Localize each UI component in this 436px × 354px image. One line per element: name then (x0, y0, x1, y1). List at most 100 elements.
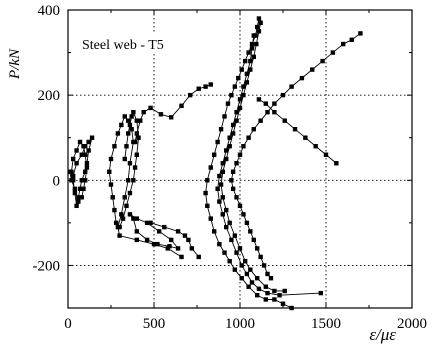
data-point (227, 258, 232, 264)
data-series (256, 97, 339, 166)
data-point (244, 271, 250, 277)
data-point (227, 220, 232, 226)
data-point (292, 127, 298, 132)
data-point (242, 258, 248, 264)
data-point (131, 109, 136, 115)
data-point (256, 29, 262, 34)
data-point (254, 41, 259, 47)
data-point (134, 237, 139, 243)
data-point (289, 84, 294, 89)
data-point (265, 109, 270, 115)
data-point (255, 246, 260, 251)
data-point (134, 118, 139, 123)
data-point (205, 178, 210, 183)
data-point (81, 144, 86, 149)
data-point (237, 105, 243, 111)
tick-label-layer: 0 500 1000 1500 2000 -200 0 200 400 (33, 3, 428, 332)
data-point (119, 212, 124, 217)
data-point (268, 276, 274, 281)
data-point (120, 216, 126, 221)
data-point (272, 288, 277, 294)
data-point (141, 109, 146, 115)
data-point (248, 67, 253, 72)
data-point (218, 127, 224, 132)
data-point (249, 280, 255, 285)
annotation-background (78, 34, 184, 54)
data-point (248, 229, 253, 234)
data-point (122, 114, 127, 119)
data-point (108, 182, 114, 187)
data-point (224, 156, 229, 162)
data-point (248, 58, 253, 64)
data-series (132, 82, 213, 145)
data-point (256, 16, 262, 21)
data-point (131, 216, 136, 221)
annotation-box: Steel web - T5 (78, 34, 184, 54)
data-point (175, 229, 181, 234)
data-point (239, 276, 244, 281)
data-point (115, 224, 121, 230)
data-point (212, 229, 217, 234)
data-point (303, 135, 308, 140)
data-point (229, 237, 234, 243)
data-point (241, 84, 246, 89)
data-point (244, 71, 250, 77)
data-point (144, 220, 150, 226)
data-point (212, 152, 217, 157)
data-point (263, 284, 268, 289)
data-point (156, 229, 162, 234)
data-point (258, 254, 263, 260)
data-point (244, 80, 250, 85)
data-point (124, 144, 129, 149)
data-point (186, 237, 191, 243)
data-point (129, 114, 134, 119)
data-point (175, 246, 181, 251)
data-point (234, 109, 239, 115)
data-point (126, 131, 131, 136)
data-series (215, 33, 324, 298)
data-point (246, 135, 251, 140)
data-point (237, 203, 243, 209)
data-point (182, 233, 188, 238)
data-point (263, 297, 268, 302)
data-point (217, 241, 222, 247)
x-tick-label: 1500 (311, 316, 341, 332)
data-point (272, 109, 277, 115)
data-point (167, 244, 172, 249)
data-point (282, 288, 287, 294)
data-point (110, 195, 115, 200)
data-point (280, 301, 286, 306)
data-point (251, 54, 256, 60)
data-point (229, 92, 234, 98)
data-point (119, 122, 124, 128)
data-point (218, 182, 224, 187)
data-point (255, 293, 260, 298)
data-point (249, 41, 255, 47)
data-point (127, 212, 133, 217)
data-point (77, 186, 83, 191)
data-point (134, 229, 139, 234)
data-point (242, 58, 248, 64)
data-point (196, 254, 201, 260)
data-point (246, 284, 251, 289)
data-point (217, 199, 222, 204)
data-point (256, 97, 262, 102)
data-point (132, 165, 138, 170)
data-point (310, 67, 315, 72)
data-point (239, 67, 244, 72)
data-point (255, 24, 260, 30)
data-point (124, 203, 129, 209)
data-series (218, 20, 287, 294)
data-point (83, 152, 88, 157)
data-point (208, 216, 213, 221)
data-point (162, 224, 167, 230)
data-point (230, 169, 236, 174)
data-point (251, 237, 256, 243)
data-point (323, 152, 329, 157)
data-point (86, 139, 91, 145)
data-point (265, 271, 270, 277)
y-tick-label: 0 (53, 173, 61, 189)
series-line (108, 111, 182, 258)
data-point (179, 254, 184, 260)
data-point (222, 114, 227, 119)
